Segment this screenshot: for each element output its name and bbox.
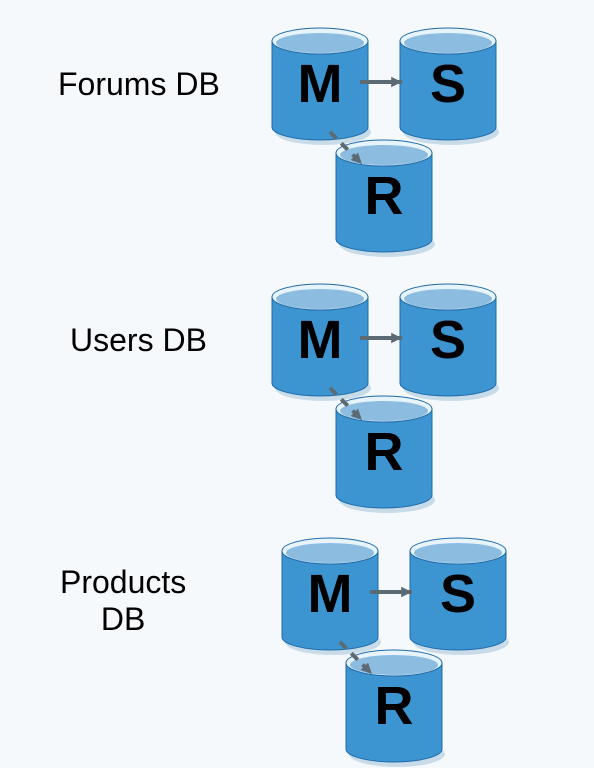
arrow-M-S [345, 67, 417, 97]
group-label-products: Products DB [60, 564, 186, 638]
arrow-M-S [345, 323, 417, 353]
arrow-M-R [315, 117, 377, 179]
group-label-forums: Forums DB [58, 66, 220, 103]
arrow-M-S [355, 577, 427, 607]
group-label-users: Users DB [70, 322, 207, 359]
arrow-M-R [315, 373, 377, 435]
arrow-M-R [325, 627, 387, 689]
diagram-canvas: Forums DBMSRUsers DBMSRProducts DBMSR [0, 0, 594, 768]
